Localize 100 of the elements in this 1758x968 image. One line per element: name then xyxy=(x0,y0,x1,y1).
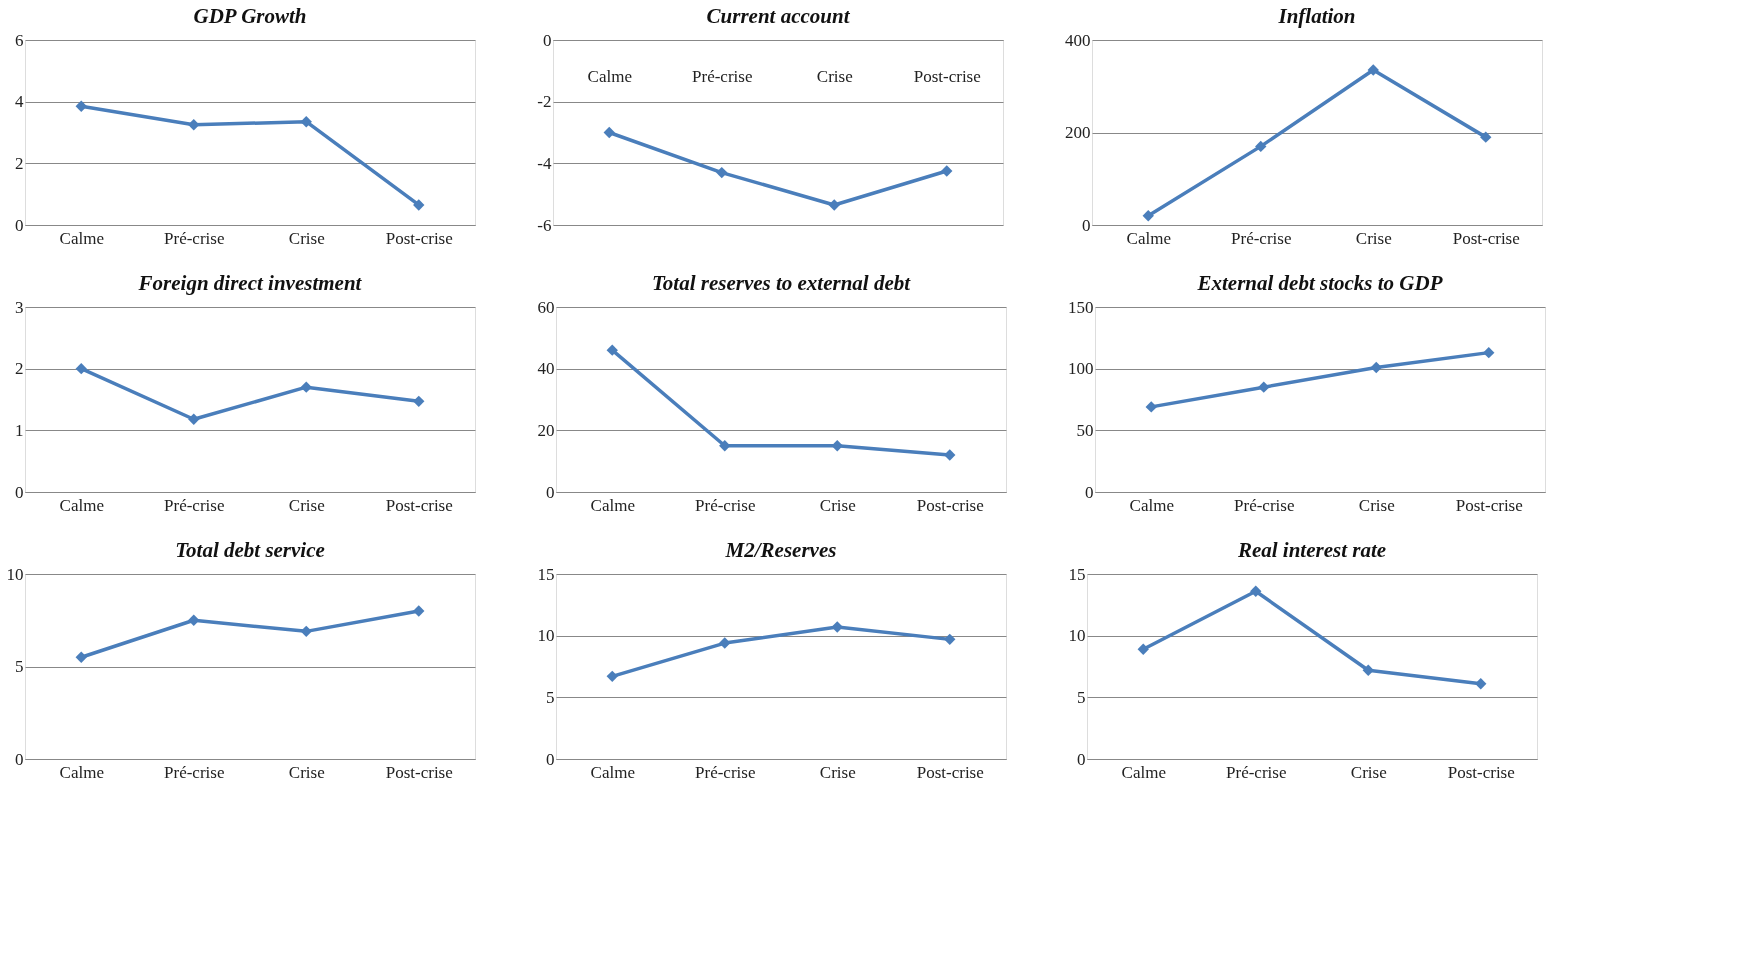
x-tick-label: Pré-crise xyxy=(1231,228,1292,248)
x-tick-label: Crise xyxy=(1355,228,1392,248)
chart-title: Inflation xyxy=(1277,4,1356,28)
y-tick-label: 2 xyxy=(15,359,24,379)
point xyxy=(944,449,956,461)
x-tick-label: Post-crise xyxy=(385,228,453,248)
x-tick-label: Post-crise xyxy=(1455,495,1523,515)
y-tick-label: 100 xyxy=(1068,359,1094,379)
chart-title: External debt stocks to GDP xyxy=(1196,271,1443,295)
y-tick-label: 5 xyxy=(15,657,24,676)
x-tick-label: Pré-crise xyxy=(164,228,225,248)
x-tick-label: Calme xyxy=(1129,495,1174,515)
point xyxy=(1370,361,1382,374)
x-tick-label: Post-crise xyxy=(385,495,453,515)
chart-title: Real interest rate xyxy=(1236,538,1387,562)
x-tick-label: Calme xyxy=(59,762,104,782)
point xyxy=(413,199,425,211)
point xyxy=(1475,678,1487,690)
x-tick-label: Calme xyxy=(590,762,635,782)
x-tick-label: Pré-crise xyxy=(1226,762,1287,782)
y-tick-label: -4 xyxy=(537,153,552,173)
point xyxy=(1483,346,1495,359)
x-tick-label: Crise xyxy=(816,66,853,86)
y-tick-label: 10 xyxy=(1068,626,1086,646)
point xyxy=(300,381,312,393)
y-tick-label: 0 xyxy=(1082,215,1091,235)
y-tick-label: 4 xyxy=(15,92,24,112)
y-tick-label: -6 xyxy=(537,215,552,235)
x-tick-label: Post-crise xyxy=(1447,762,1515,782)
y-tick-label: 2 xyxy=(15,153,24,173)
y-tick-label: 20 xyxy=(537,420,555,440)
x-tick-label: Pré-crise xyxy=(692,66,753,86)
y-tick-label: 40 xyxy=(537,359,555,379)
x-tick-label: Pré-crise xyxy=(1234,495,1295,515)
y-tick-label: 1 xyxy=(15,420,24,440)
x-tick-label: Crise xyxy=(819,495,856,515)
y-tick-label: 0 xyxy=(15,215,24,235)
point xyxy=(300,625,312,638)
y-tick-label: 6 xyxy=(15,30,24,50)
y-tick-label: 10 xyxy=(6,564,24,584)
point xyxy=(831,621,843,633)
x-tick-label: Calme xyxy=(1126,228,1171,248)
point xyxy=(75,651,87,663)
x-tick-label: Calme xyxy=(1121,762,1166,782)
point xyxy=(1142,210,1154,222)
point xyxy=(1145,401,1157,413)
point xyxy=(1255,140,1267,153)
y-tick-label: 5 xyxy=(1077,687,1086,707)
x-tick-label: Crise xyxy=(288,495,325,515)
point xyxy=(719,637,731,649)
point xyxy=(606,670,618,683)
point xyxy=(944,633,956,646)
point xyxy=(1362,664,1374,676)
y-tick-label: 400 xyxy=(1065,30,1091,50)
chart-title: Total reserves to external debt xyxy=(651,271,912,295)
y-tick-label: 0 xyxy=(15,749,24,769)
point xyxy=(188,413,200,425)
x-tick-label: Post-crise xyxy=(385,762,453,782)
y-tick-label: 50 xyxy=(1076,420,1094,440)
x-tick-label: Pré-crise xyxy=(164,495,225,515)
y-tick-label: 15 xyxy=(1068,564,1086,584)
y-tick-label: 0 xyxy=(546,482,555,502)
point xyxy=(300,116,312,128)
y-tick-label: 200 xyxy=(1065,123,1091,142)
y-tick-label: 10 xyxy=(537,626,555,646)
y-tick-label: 15 xyxy=(537,564,555,584)
x-tick-label: Calme xyxy=(590,495,635,515)
point xyxy=(75,362,87,375)
chart-title: Foreign direct investment xyxy=(137,271,363,295)
y-tick-label: 0 xyxy=(543,30,552,50)
chart-title: Current account xyxy=(706,4,851,28)
y-tick-label: 0 xyxy=(1077,749,1086,769)
point xyxy=(1137,643,1149,655)
chart-title: Total debt service xyxy=(175,538,325,562)
x-tick-label: Crise xyxy=(1350,762,1387,782)
y-tick-label: 5 xyxy=(546,687,555,707)
x-tick-label: Pré-crise xyxy=(695,495,756,515)
x-tick-label: Calme xyxy=(587,66,632,86)
point xyxy=(941,165,953,177)
chart-title: M2/Reserves xyxy=(724,538,837,562)
point xyxy=(1258,381,1270,393)
x-tick-label: Calme xyxy=(59,495,104,515)
point xyxy=(828,199,840,211)
x-tick-label: Crise xyxy=(1358,495,1395,515)
x-tick-label: Calme xyxy=(59,228,104,248)
x-tick-label: Crise xyxy=(288,762,325,782)
y-tick-label: 150 xyxy=(1068,297,1094,317)
chart-title: GDP Growth xyxy=(193,4,307,28)
point xyxy=(413,395,425,408)
point xyxy=(603,126,615,139)
x-tick-label: Pré-crise xyxy=(164,762,225,782)
point xyxy=(413,605,425,617)
point xyxy=(1250,585,1262,597)
point xyxy=(606,344,618,356)
point xyxy=(1480,131,1492,143)
point xyxy=(716,166,728,179)
y-tick-label: 3 xyxy=(15,297,24,317)
y-tick-label: 60 xyxy=(537,297,555,317)
x-tick-label: Crise xyxy=(819,762,856,782)
point xyxy=(75,100,87,112)
